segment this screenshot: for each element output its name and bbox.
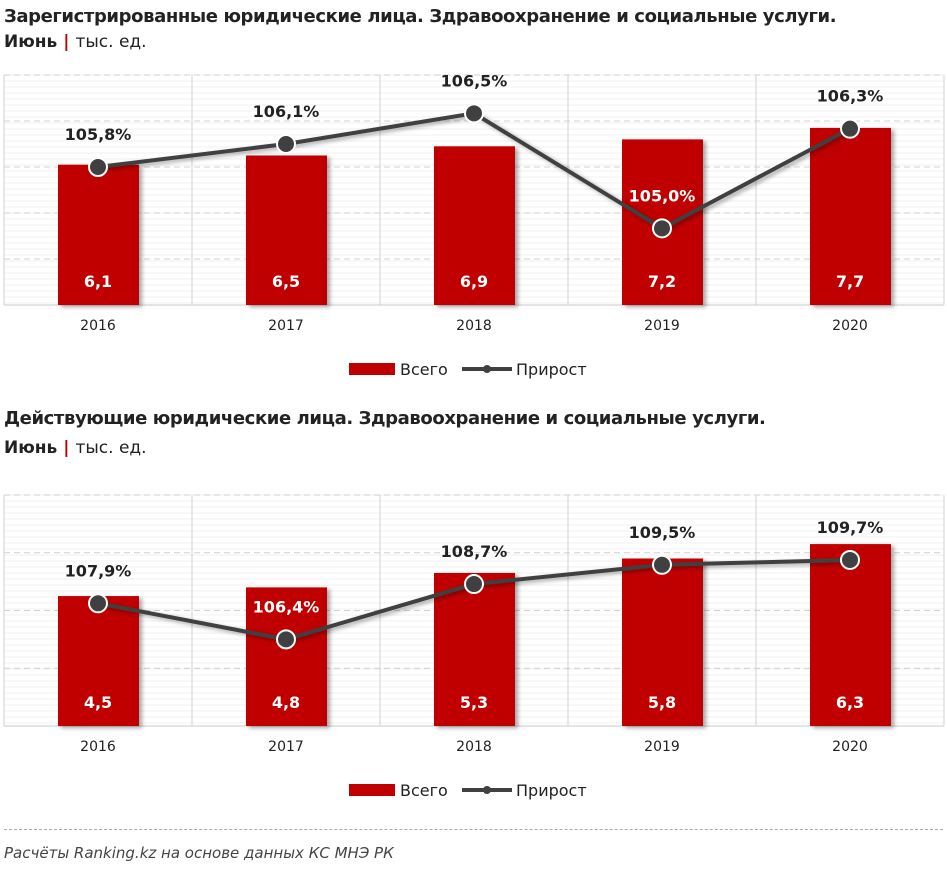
legend-line-marker xyxy=(483,365,491,373)
growth-value-label: 109,7% xyxy=(817,518,884,537)
legend-bar-swatch xyxy=(349,363,395,375)
chart1: 6,1 2016 6,5 2017 6,9 2018 7,2 2019 7,7 2020 105,8… xyxy=(3,71,945,379)
bar-value-label: 5,3 xyxy=(460,693,488,712)
growth-value-label: 106,4% xyxy=(253,597,320,616)
growth-value-label: 108,7% xyxy=(441,542,508,561)
legend-bar-label: Всего xyxy=(400,781,448,800)
x-tick-label: 2017 xyxy=(268,318,304,334)
x-tick-label: 2016 xyxy=(80,739,116,755)
growth-marker-2017 xyxy=(276,134,296,154)
bar-value-label: 6,3 xyxy=(836,693,864,712)
x-tick-label: 2019 xyxy=(644,739,680,755)
bar-2017 xyxy=(246,155,327,305)
growth-marker-2018 xyxy=(464,103,484,124)
growth-marker-2020 xyxy=(840,549,860,570)
source-note: Расчёты Ranking.kz на основе данных КС М… xyxy=(4,844,394,862)
footer-divider xyxy=(4,829,943,830)
bar-value-label: 4,8 xyxy=(272,693,300,712)
legend-line-marker xyxy=(483,786,491,794)
chart2-subtitle: Июнь | тыс. ед. xyxy=(4,438,147,458)
x-tick-label: 2018 xyxy=(456,739,492,755)
legend-bar-swatch xyxy=(349,784,395,796)
chart2: 4,5 2016 4,8 2017 5,3 2018 5,8 2019 6,3 2020 107,9… xyxy=(3,494,945,800)
growth-value-label: 107,9% xyxy=(65,561,132,580)
growth-marker-2016 xyxy=(88,593,108,614)
chart2-unit: тыс. ед. xyxy=(75,438,147,458)
chart2-period: Июнь xyxy=(4,438,58,458)
x-tick-label: 2020 xyxy=(832,739,868,755)
legend-line-label: Прирост xyxy=(516,360,587,379)
growth-marker-2020 xyxy=(840,118,860,139)
bar-value-label: 6,9 xyxy=(460,272,488,291)
bar-2020 xyxy=(810,127,891,306)
growth-value-label: 106,1% xyxy=(253,102,320,121)
bar-value-label: 7,7 xyxy=(836,272,864,291)
bar-value-label: 5,8 xyxy=(648,693,676,712)
growth-value-label: 105,8% xyxy=(65,125,132,144)
chart1-unit: тыс. ед. xyxy=(75,32,147,52)
growth-value-label: 106,3% xyxy=(817,87,884,106)
bar-value-label: 6,1 xyxy=(84,272,112,291)
x-tick-label: 2018 xyxy=(456,318,492,334)
bar-2018 xyxy=(434,572,515,726)
chart1-subtitle: Июнь | тыс. ед. xyxy=(4,32,147,52)
growth-marker-2016 xyxy=(88,157,108,177)
chart1-title: Зарегистрированные юридические лица. Здр… xyxy=(4,6,837,27)
bar-value-label: 6,5 xyxy=(272,272,300,291)
bar-2016 xyxy=(58,596,139,726)
growth-marker-2018 xyxy=(464,574,484,595)
bar-2016 xyxy=(58,164,139,305)
x-tick-label: 2017 xyxy=(268,739,304,755)
bar-2019 xyxy=(622,558,703,726)
bar-value-label: 4,5 xyxy=(84,693,112,712)
bar-2020 xyxy=(810,544,891,726)
growth-marker-2019 xyxy=(652,554,672,575)
growth-value-label: 105,0% xyxy=(629,186,696,205)
bar-value-label: 7,2 xyxy=(648,272,676,291)
growth-marker-2017 xyxy=(276,629,296,650)
growth-marker-2019 xyxy=(652,218,672,239)
growth-value-label: 106,5% xyxy=(441,71,508,90)
legend-bar-label: Всего xyxy=(400,360,448,379)
chart1-period: Июнь xyxy=(4,32,58,52)
x-tick-label: 2020 xyxy=(832,318,868,334)
bar-2018 xyxy=(434,146,515,305)
chart2-title: Действующие юридические лица. Здравоохра… xyxy=(4,408,766,429)
x-tick-label: 2016 xyxy=(80,318,116,334)
growth-value-label: 109,5% xyxy=(629,523,696,542)
legend-line-label: Прирост xyxy=(516,781,587,800)
x-tick-label: 2019 xyxy=(644,318,680,334)
bar-2017 xyxy=(246,587,327,726)
